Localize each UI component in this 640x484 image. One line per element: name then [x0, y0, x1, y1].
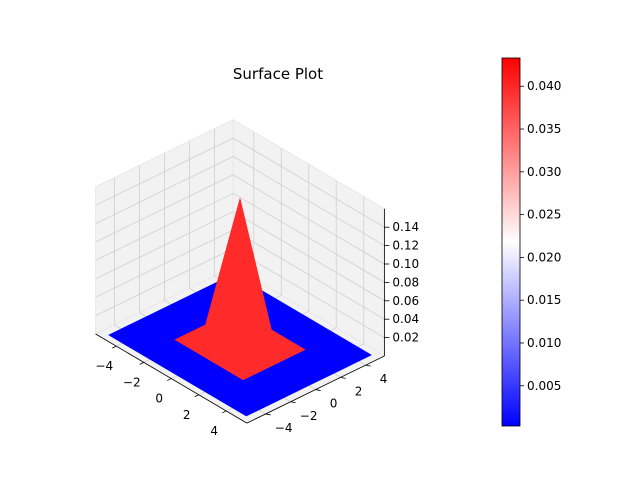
grid-line	[232, 137, 385, 228]
z-tick-label: 0.04	[392, 312, 419, 326]
grid-line	[95, 137, 234, 206]
grid-line	[95, 192, 234, 261]
z-tick-label: 0.12	[392, 239, 419, 253]
y-tick-label: −4	[275, 421, 293, 435]
colorbar-tick-label: 0.030	[527, 165, 561, 179]
y-tick	[340, 376, 346, 379]
colorbar-tick-label: 0.025	[527, 208, 561, 222]
colorbar-gradient	[501, 57, 521, 427]
x-tick	[167, 378, 172, 381]
grid-line	[95, 248, 234, 316]
colorbar-tick-label: 0.005	[527, 379, 561, 393]
y-tick-label: 2	[355, 384, 363, 398]
colorbar: 0.005 0.010 0.015 0.020 0.025 0.030 0.035 0.040	[501, 57, 561, 427]
z-tick-label: 0.08	[392, 275, 419, 289]
colorbar-tick-label: 0.040	[527, 79, 561, 93]
grid-line	[232, 156, 385, 246]
colorbar-tick-label: 0.010	[527, 336, 561, 350]
x-tick	[139, 361, 144, 365]
x-tick	[222, 410, 227, 414]
grid-line	[232, 211, 385, 302]
colorbar-tick-label: 0.015	[527, 293, 561, 307]
colorbar-tick-label: 0.020	[527, 250, 561, 264]
z-tick-label: 0.06	[392, 294, 419, 308]
grid-line	[232, 248, 385, 338]
grid-line	[232, 229, 385, 320]
x-tick-label: 4	[210, 424, 218, 438]
z-tick-label: 0.14	[392, 220, 419, 234]
x-tick-label: 0	[155, 392, 163, 406]
y-tick	[315, 389, 321, 391]
grid-line	[232, 192, 385, 283]
x-tick-label: −4	[95, 359, 113, 373]
x-tick	[194, 394, 199, 398]
x-tick-label: −2	[123, 375, 141, 389]
grid-line	[95, 174, 234, 243]
chart-title: Surface Plot	[233, 65, 323, 83]
y-tick	[290, 401, 296, 404]
y-tick-label: 0	[330, 397, 338, 411]
colorbar-tick-label: 0.035	[527, 122, 561, 136]
grid-line	[95, 229, 234, 298]
y-tick	[365, 364, 371, 367]
grid-line	[232, 174, 385, 265]
surface-mesh	[108, 198, 372, 417]
x-tick	[112, 345, 117, 349]
grid-line	[95, 156, 234, 224]
z-tick-label: 0.02	[392, 331, 419, 345]
y-tick-label: 4	[380, 372, 388, 386]
x-tick-label: 2	[183, 408, 191, 422]
y-tick-label: −2	[300, 409, 318, 423]
grid-line	[95, 211, 234, 280]
y-tick	[265, 413, 271, 416]
surface-face	[211, 380, 278, 417]
axis-ticks: −4 −2 0 2 4 −4 −2 0 2 4 0.02 0.04 0.06 0.08 0.10 0.12 0.…	[95, 220, 419, 438]
z-tick-label: 0.10	[392, 257, 419, 271]
